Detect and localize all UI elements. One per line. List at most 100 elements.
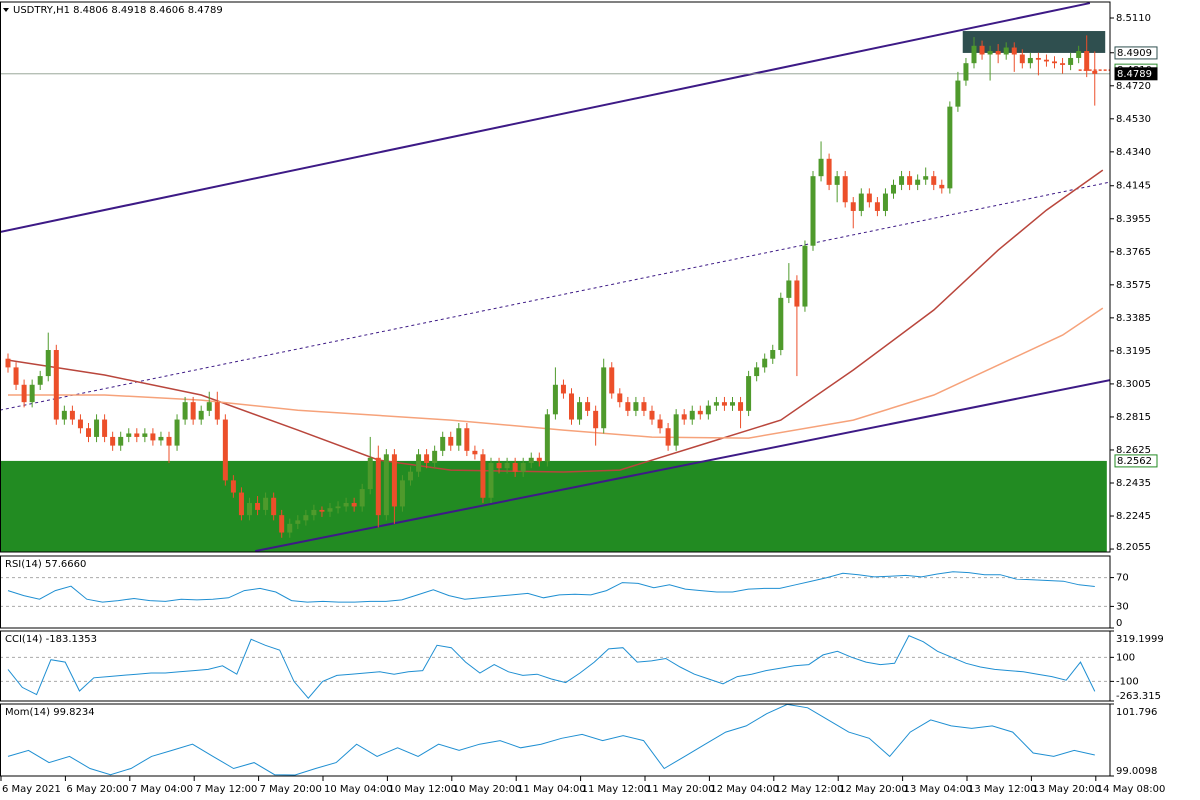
candle-body <box>1076 51 1082 58</box>
indicator-name: Mom(14) <box>5 707 50 718</box>
candle-body <box>544 414 550 462</box>
candle-body <box>963 63 969 81</box>
candle-body <box>37 376 43 385</box>
candle-body <box>238 492 244 516</box>
candle-body <box>480 454 486 498</box>
candle-body <box>552 384 558 415</box>
candle-body <box>440 436 446 451</box>
x-tick-label: 13 May 12:00 <box>968 784 1037 795</box>
candle-body <box>931 176 937 185</box>
x-tick-label: 7 May 04:00 <box>131 784 193 795</box>
zone <box>0 460 1107 552</box>
candle-body <box>689 410 695 420</box>
candle-body <box>166 436 172 446</box>
x-tick-label: 13 May 20:00 <box>1032 784 1101 795</box>
candle-body <box>633 402 639 411</box>
x-tick-label: 12 May 04:00 <box>710 784 779 795</box>
trendline <box>0 181 1110 411</box>
candle-body <box>134 433 140 437</box>
candle-body <box>448 436 454 446</box>
candle-body <box>456 428 462 446</box>
x-tick-label: 6 May 2021 <box>2 784 61 795</box>
candle-body <box>979 45 985 55</box>
plot-layer: 8.51108.49108.47208.45308.43408.41458.39… <box>0 1 1165 795</box>
indicator-readout: -183.1353 <box>46 634 97 645</box>
candle-body <box>335 506 341 509</box>
candle-body <box>520 462 526 472</box>
candle-body <box>609 367 615 394</box>
candle-body <box>77 419 83 429</box>
candle-body <box>794 280 800 307</box>
moving-average <box>8 307 1104 439</box>
candle-body <box>746 376 752 411</box>
y-tick-label: 8.4340 <box>1116 147 1151 158</box>
candle-body <box>593 410 599 429</box>
candle-body <box>255 502 261 510</box>
y-tick-label: 101.796 <box>1116 707 1157 718</box>
candle-body <box>705 405 711 415</box>
x-tick-label: 11 May 12:00 <box>582 784 651 795</box>
candle-body <box>939 184 945 189</box>
candle-body <box>126 433 132 437</box>
candle-body <box>601 367 607 429</box>
x-tick-label: 11 May 04:00 <box>517 784 586 795</box>
candle-body <box>118 436 124 446</box>
x-tick-label: 13 May 04:00 <box>904 784 973 795</box>
indicator-title: CCI(14) -183.1353 <box>5 634 97 645</box>
candle-body <box>375 457 381 516</box>
candle-body <box>488 462 494 498</box>
candle-body <box>907 176 913 185</box>
x-tick-label: 12 May 12:00 <box>775 784 844 795</box>
menu-arrow[interactable] <box>3 8 9 12</box>
candle-body <box>416 454 422 472</box>
candle-body <box>577 402 583 420</box>
indicator-name: CCI(14) <box>5 634 43 645</box>
candle-body <box>94 419 100 437</box>
candle-body <box>432 450 438 463</box>
candle-body <box>359 489 365 507</box>
candle-body <box>762 358 768 368</box>
candle-body <box>657 419 663 429</box>
candle-body <box>367 457 373 490</box>
y-tick-label: 8.2625 <box>1116 445 1151 456</box>
candle-body <box>842 176 848 203</box>
x-tick-label: 6 May 20:00 <box>66 784 128 795</box>
candle-body <box>915 179 921 185</box>
zone-label-box <box>1114 454 1158 468</box>
x-tick-label: 10 May 12:00 <box>388 784 457 795</box>
candle-body <box>383 454 389 516</box>
candle-body <box>5 358 11 368</box>
x-tick-label: 7 May 12:00 <box>195 784 257 795</box>
candle-body <box>150 433 156 441</box>
candle-body <box>923 176 929 180</box>
candle-body <box>947 106 953 189</box>
candle-body <box>536 457 542 462</box>
y-tick-label: 100 <box>1116 652 1135 663</box>
y-tick-label: 8.5110 <box>1116 13 1151 24</box>
candle-body <box>230 480 236 493</box>
trendline <box>0 2 1091 233</box>
candle-body <box>61 410 67 420</box>
indicator-line <box>7 704 1095 776</box>
indicator-title: Mom(14) 99.8234 <box>5 707 95 718</box>
y-tick-label: 8.3575 <box>1116 280 1151 291</box>
candle-body <box>866 193 872 203</box>
bar-close: 8.4789 <box>188 5 223 16</box>
x-tick-label: 10 May 04:00 <box>324 784 393 795</box>
y-tick-label: 8.3195 <box>1116 346 1151 357</box>
y-tick-label: 8.4720 <box>1116 81 1151 92</box>
y-tick-label: 8.3385 <box>1116 313 1151 324</box>
candle-body <box>770 350 776 359</box>
candle-body <box>995 51 1001 55</box>
candle-body <box>1043 59 1049 62</box>
candle-body <box>585 402 591 411</box>
candle-body <box>955 80 961 107</box>
bar-low: 8.4606 <box>150 5 185 16</box>
candle-body <box>158 436 164 441</box>
candle-body <box>319 509 325 512</box>
candle-body <box>730 402 735 406</box>
